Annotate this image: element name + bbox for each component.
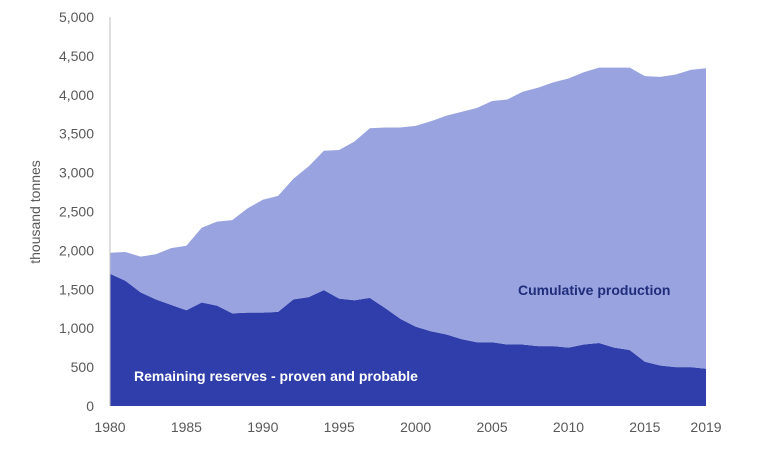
y-tick-label: 1,500 [59, 281, 94, 297]
y-tick-label: 4,500 [59, 48, 94, 64]
x-tick-label: 2010 [553, 419, 584, 435]
y-tick-label: 5,000 [59, 9, 94, 25]
x-tick-label: 1990 [247, 419, 278, 435]
x-tick-label: 1995 [324, 419, 355, 435]
x-tick-label: 2000 [400, 419, 431, 435]
y-axis-ticks: 0 500 1,000 1,500 2,000 2,500 3,000 3,500 4,000 4… [59, 9, 94, 414]
y-axis-label: thousand tonnes [27, 160, 43, 264]
y-tick-label: 2,000 [59, 242, 94, 258]
y-tick-label: 3,000 [59, 165, 94, 181]
series-label-remaining-reserves: Remaining reserves - proven and probable [134, 368, 418, 384]
y-tick-label: 2,500 [59, 204, 94, 220]
y-tick-label: 3,500 [59, 126, 94, 142]
x-tick-label: 2005 [476, 419, 507, 435]
y-tick-label: 4,000 [59, 87, 94, 103]
x-tick-label: 1980 [94, 419, 125, 435]
series-label-cumulative-production: Cumulative production [518, 282, 670, 298]
x-axis-ticks: 1980 1985 1990 1995 2000 2005 2010 2015 2019 [94, 419, 721, 435]
area-series-cumulative-production [110, 67, 706, 369]
x-tick-label: 2015 [629, 419, 660, 435]
x-tick-label: 2019 [690, 419, 721, 435]
y-tick-label: 1,000 [59, 320, 94, 336]
x-tick-label: 1985 [171, 419, 202, 435]
area-series-remaining-reserves [110, 273, 706, 406]
y-tick-label: 0 [86, 398, 94, 414]
y-tick-label: 500 [71, 359, 95, 375]
plot-areas [110, 67, 706, 406]
